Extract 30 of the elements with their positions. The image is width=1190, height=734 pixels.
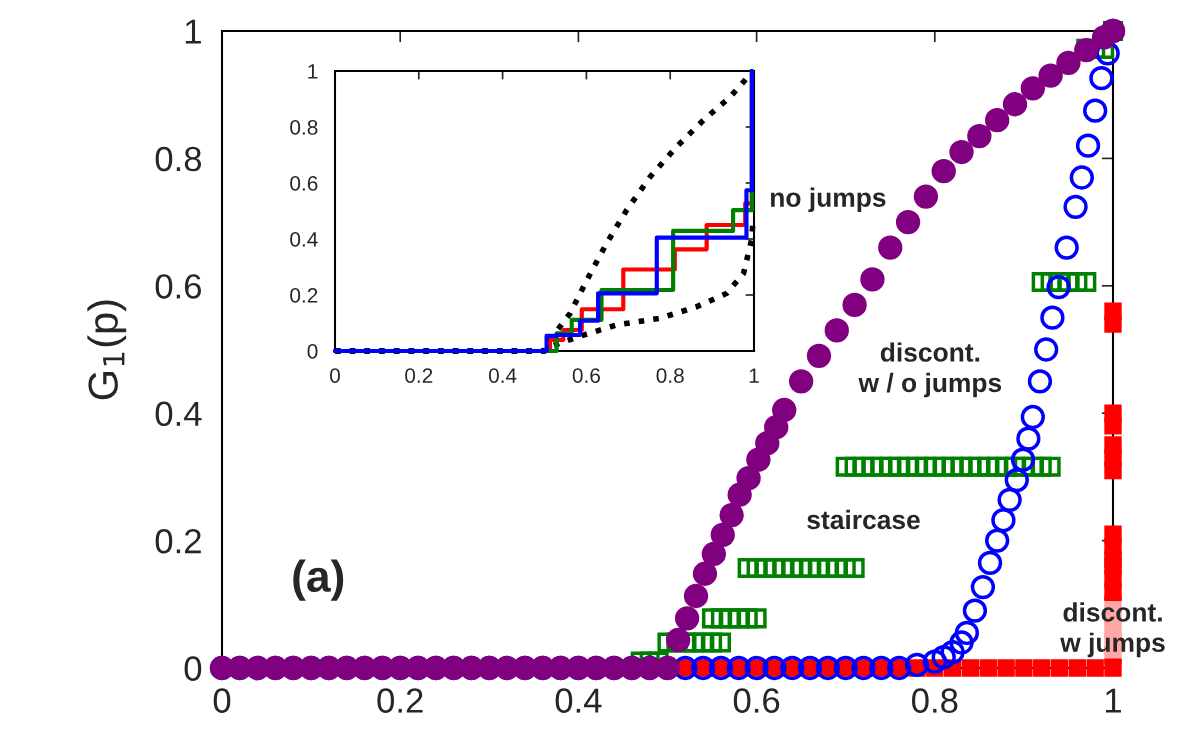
y-tick-label: 0 <box>307 344 318 359</box>
x-tick-label: 1 <box>749 368 759 383</box>
y-tick-label: 0.2 <box>155 528 201 554</box>
x-tick-label: 1 <box>1105 688 1121 713</box>
x-tick-label: 0.4 <box>488 368 517 383</box>
annotation: no jumps <box>770 187 886 213</box>
y-tick-label: 0.8 <box>155 146 202 172</box>
x-tick-label: 0 <box>213 688 231 713</box>
y-tick-label: 0.4 <box>155 401 202 427</box>
y-tick-label: 0.2 <box>290 288 318 303</box>
x-tick-label: 0.8 <box>656 368 684 383</box>
x-tick-label: 0.2 <box>377 688 423 713</box>
y-tick-label: 1 <box>185 19 201 44</box>
y-axis-title: G$_{1}$(p) <box>87 300 127 400</box>
y-tick-label: 0 <box>184 656 202 681</box>
annotation: discont. w jumps <box>1060 602 1165 658</box>
y-tick-label: 0.8 <box>290 120 318 135</box>
x-tick-label: 0 <box>330 368 340 383</box>
x-tick-label: 0.2 <box>405 368 433 383</box>
y-tick-label: 0.6 <box>290 176 318 191</box>
annotation: discont. w / o jumps <box>858 342 1002 398</box>
x-tick-label: 0.6 <box>572 368 600 383</box>
x-tick-label: 0.8 <box>912 688 958 713</box>
annotation: (a) <box>293 559 344 601</box>
annotation: staircase <box>807 509 920 530</box>
y-tick-label: 0.6 <box>155 274 202 299</box>
x-tick-label: 0.6 <box>733 688 780 713</box>
y-tick-label: 1 <box>308 64 318 79</box>
x-tick-label: 0.4 <box>555 688 602 713</box>
y-tick-label: 0.4 <box>290 232 318 247</box>
